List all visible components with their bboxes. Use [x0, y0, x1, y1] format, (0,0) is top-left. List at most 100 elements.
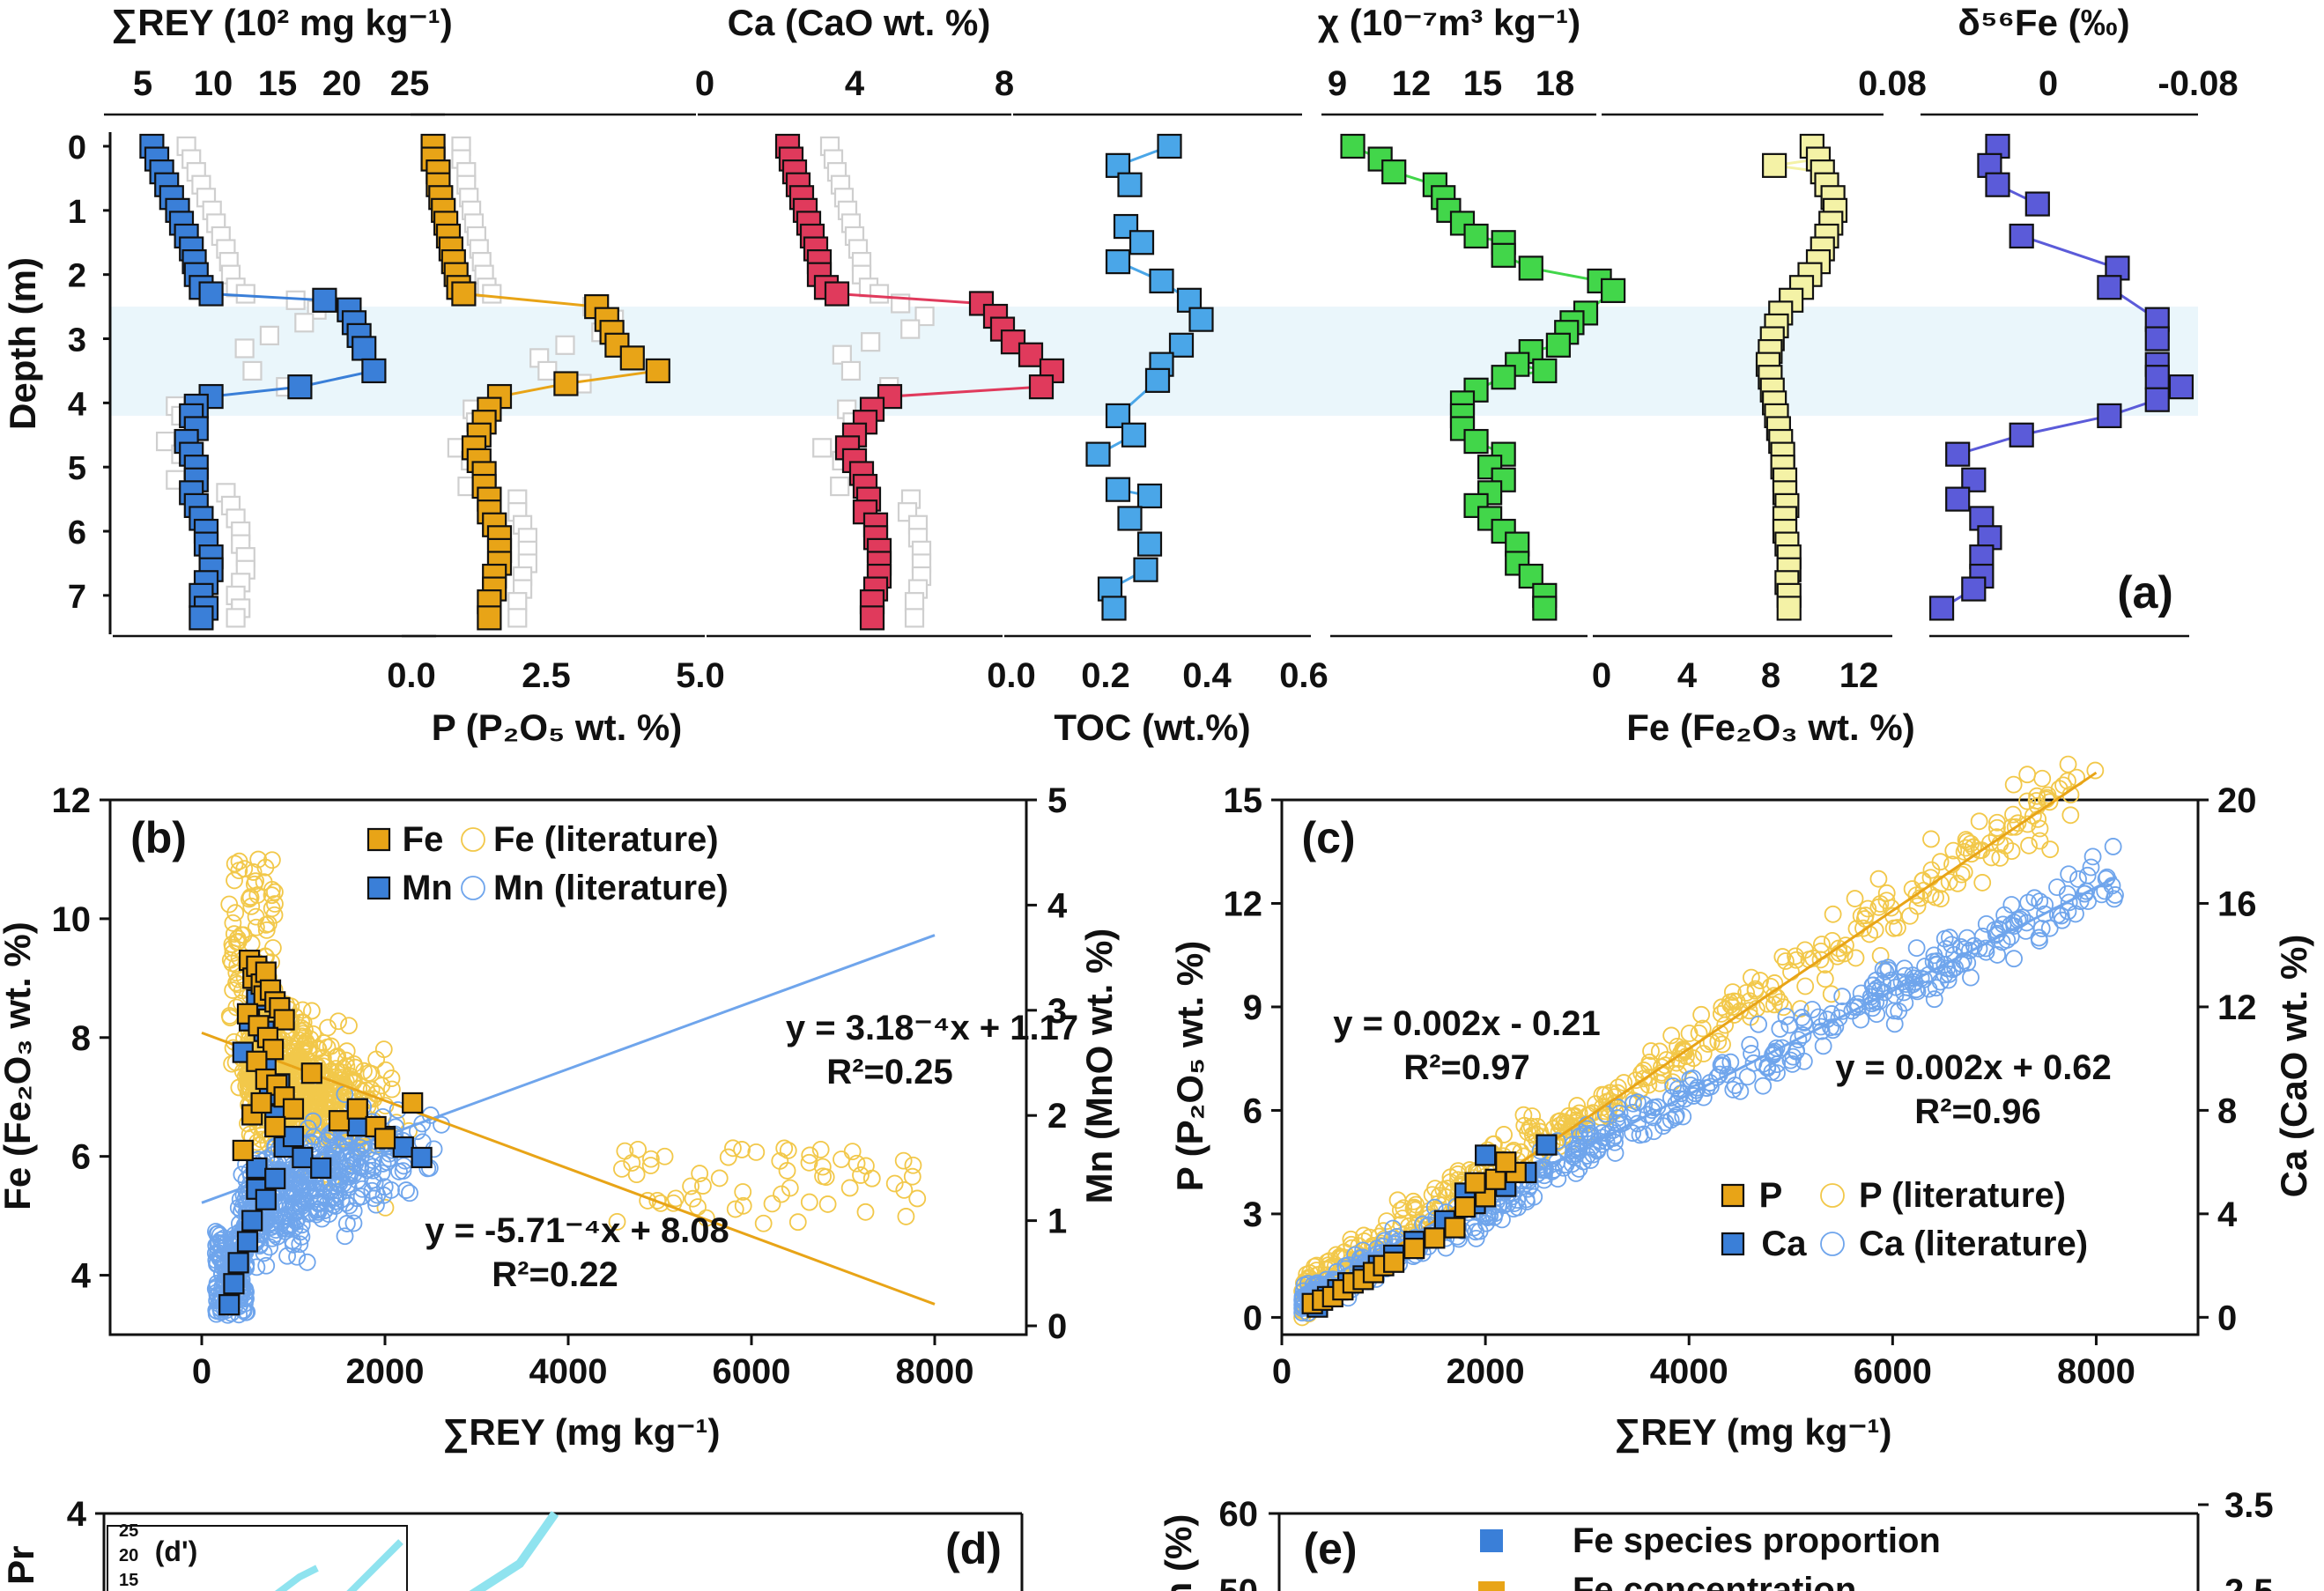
legend-p-swatch: [1721, 1183, 1745, 1208]
column-tick-label: 4: [845, 64, 865, 103]
ca-literature-point: [1662, 1089, 1680, 1107]
fe-literature-point: [773, 1185, 790, 1203]
chi-point: [1491, 242, 1516, 268]
fe-literature-point: [733, 1141, 751, 1158]
ghost-point: [832, 344, 852, 365]
ca-literature-point: [1852, 1010, 1870, 1029]
ghost-point: [259, 325, 280, 345]
mn-point: [227, 1252, 249, 1274]
fe-literature-point: [340, 1017, 358, 1035]
fe-point: [250, 1092, 272, 1114]
panel-e-tick-label: 50: [1219, 1572, 1259, 1591]
ca-point: [1536, 1134, 1558, 1156]
p-literature-point: [1970, 841, 1988, 860]
ca-literature-point: [1610, 1105, 1629, 1122]
mn-literature-point: [292, 1223, 309, 1241]
p-literature-point: [1523, 1107, 1542, 1125]
ca-literature-point: [1721, 1053, 1740, 1071]
column-p: 0.0 2.5 5.0 P (P₂O₅ wt. %): [387, 113, 725, 748]
fe-literature-point: [346, 1058, 364, 1077]
mn-point: [223, 1273, 245, 1295]
ca-point: [1000, 329, 1026, 355]
fe-literature-point: [230, 1078, 248, 1097]
fe-literature-point: [684, 1189, 702, 1208]
inset-tick-label: 15: [119, 1571, 138, 1590]
column-tick-label: 0: [1592, 656, 1611, 695]
p-fit-equation: y = 0.002x - 0.21: [1333, 1004, 1601, 1043]
fe-literature-point: [840, 1179, 859, 1197]
fe-literature-point: [224, 981, 242, 999]
column-title: χ (10⁻⁷m³ kg⁻¹): [1318, 2, 1580, 43]
fe-literature-point: [856, 1202, 875, 1221]
p-literature-point: [1721, 995, 1740, 1014]
p-literature-point: [2059, 755, 2077, 773]
mn-literature-point: [268, 1228, 286, 1246]
p-literature-point: [1751, 972, 1769, 989]
fe-literature-point: [613, 1159, 631, 1178]
ca-literature-point: [2048, 878, 2066, 897]
p-point: [477, 605, 502, 631]
fe-literature-point: [248, 886, 267, 904]
ca-point: [1018, 342, 1044, 367]
p-literature-point: [1642, 1042, 1660, 1060]
column-tick-label: 0.2: [1081, 656, 1130, 695]
d56fe-point: [1985, 172, 2010, 197]
rey-point: [361, 358, 387, 384]
fe-literature-point: [337, 1051, 355, 1069]
fe-literature-point: [257, 921, 276, 939]
ca-literature-point: [2067, 905, 2084, 923]
column-title: δ⁵⁶Fe (‰): [1958, 2, 2129, 43]
fe-literature-point: [263, 899, 281, 918]
panel-e-rtick-label: 2.5: [2224, 1572, 2274, 1591]
ca-literature-point: [1467, 1223, 1484, 1241]
mn-literature-point: [344, 1165, 363, 1183]
panel-e: 60 50 3.5 2.5 n (%) (e) Fe species proportion F…: [1158, 1486, 2274, 1591]
depth-tick-label: 6: [68, 514, 86, 551]
ca-literature-point: [2002, 896, 2021, 914]
ca-literature-point: [1907, 939, 1926, 958]
mn-literature-point: [330, 1174, 349, 1193]
fe-literature-point: [263, 886, 281, 905]
p-point: [1464, 1172, 1486, 1194]
legend-p-label: P: [1759, 1176, 1783, 1215]
panel-d-line: [469, 1511, 559, 1591]
p-point: [553, 371, 579, 396]
depth-tick-label: 3: [68, 322, 86, 359]
legend-p-lit-swatch: [1820, 1183, 1845, 1208]
y-left-tick-label: 6: [71, 1138, 91, 1177]
p-literature-point: [1835, 944, 1854, 963]
ca-literature-point: [1793, 1009, 1811, 1026]
ca-literature-point: [1941, 929, 1958, 947]
depth-tick-label: 0: [68, 130, 86, 166]
panel-a-label: (a): [2117, 567, 2173, 618]
ca-literature-point: [1712, 1056, 1730, 1074]
mn-literature-point: [315, 1202, 334, 1220]
chi-point: [1463, 428, 1489, 455]
column-chi: 9 12 15 18 χ (10⁻⁷m³ kg⁻¹): [1318, 2, 1626, 638]
toc-point: [1121, 422, 1147, 448]
fe-point: [1776, 596, 1802, 621]
fe-literature-point: [781, 1179, 799, 1197]
column-tick-label: 0.0: [987, 656, 1036, 695]
ca-literature-point: [2079, 892, 2098, 910]
y-right-tick-label: 4: [2217, 1195, 2238, 1234]
ghost-point: [482, 284, 502, 304]
series-connector: [889, 385, 1042, 398]
p-literature-point: [1774, 998, 1793, 1017]
fe-literature-point: [817, 1168, 835, 1187]
p-literature-point: [1822, 985, 1840, 1003]
column-title: ∑REY (10² mg kg⁻¹): [111, 2, 452, 44]
fe-literature-point: [800, 1193, 818, 1211]
series-connector: [211, 385, 300, 398]
fe-literature-point: [894, 1151, 913, 1170]
x-tick-label: 2000: [346, 1352, 425, 1391]
d56fe-point: [2024, 191, 2050, 217]
x-tick-label: 4000: [1650, 1352, 1728, 1391]
p-literature-point: [1725, 992, 1743, 1010]
fe-literature-point: [224, 914, 242, 932]
fe-literature-point: [242, 897, 261, 915]
ca-literature-point: [1758, 1057, 1777, 1076]
fe-literature-point: [655, 1147, 674, 1166]
x-tick-label: 2000: [1447, 1352, 1525, 1391]
fe-literature-point: [682, 1177, 700, 1195]
